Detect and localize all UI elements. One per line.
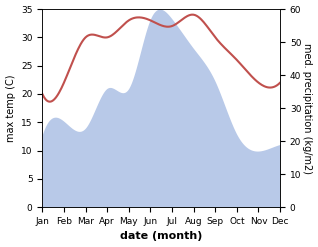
Y-axis label: max temp (C): max temp (C)	[5, 74, 16, 142]
Y-axis label: med. precipitation (kg/m2): med. precipitation (kg/m2)	[302, 43, 313, 174]
X-axis label: date (month): date (month)	[120, 231, 203, 242]
